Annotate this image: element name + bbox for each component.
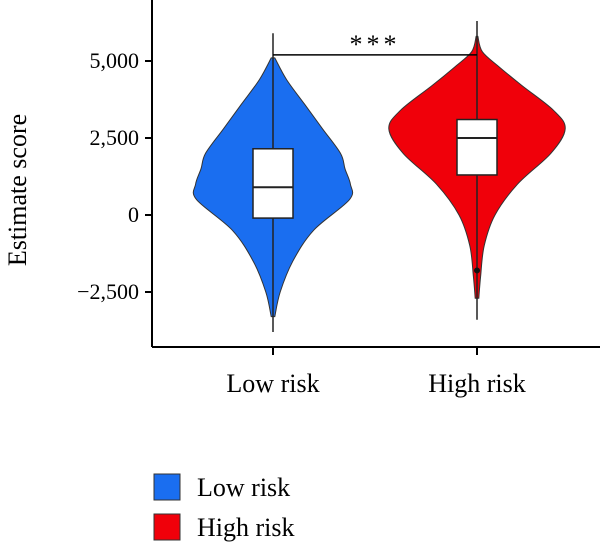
box bbox=[456, 118, 498, 176]
x-tick-label: Low risk bbox=[226, 369, 319, 398]
box bbox=[252, 148, 294, 219]
x-tick-label: High risk bbox=[428, 369, 526, 398]
y-axis-title: Estimate score bbox=[3, 114, 32, 266]
legend: Low risk High risk bbox=[153, 473, 295, 542]
outlier-point bbox=[474, 267, 480, 274]
legend-label: High risk bbox=[197, 513, 295, 542]
y-tick-label: 2,500 bbox=[90, 125, 140, 150]
legend-swatch-high-risk bbox=[153, 513, 181, 541]
y-tick-label: −2,500 bbox=[77, 279, 139, 304]
significance-label: *** bbox=[350, 30, 401, 59]
legend-swatch-low-risk bbox=[153, 473, 181, 501]
y-tick-label: 5,000 bbox=[90, 48, 140, 73]
legend-label: Low risk bbox=[197, 473, 290, 502]
plot-area: 5,000 2,500 0 −2,500 Low risk High risk *** bbox=[77, 0, 600, 398]
y-tick-label: 0 bbox=[128, 202, 139, 227]
